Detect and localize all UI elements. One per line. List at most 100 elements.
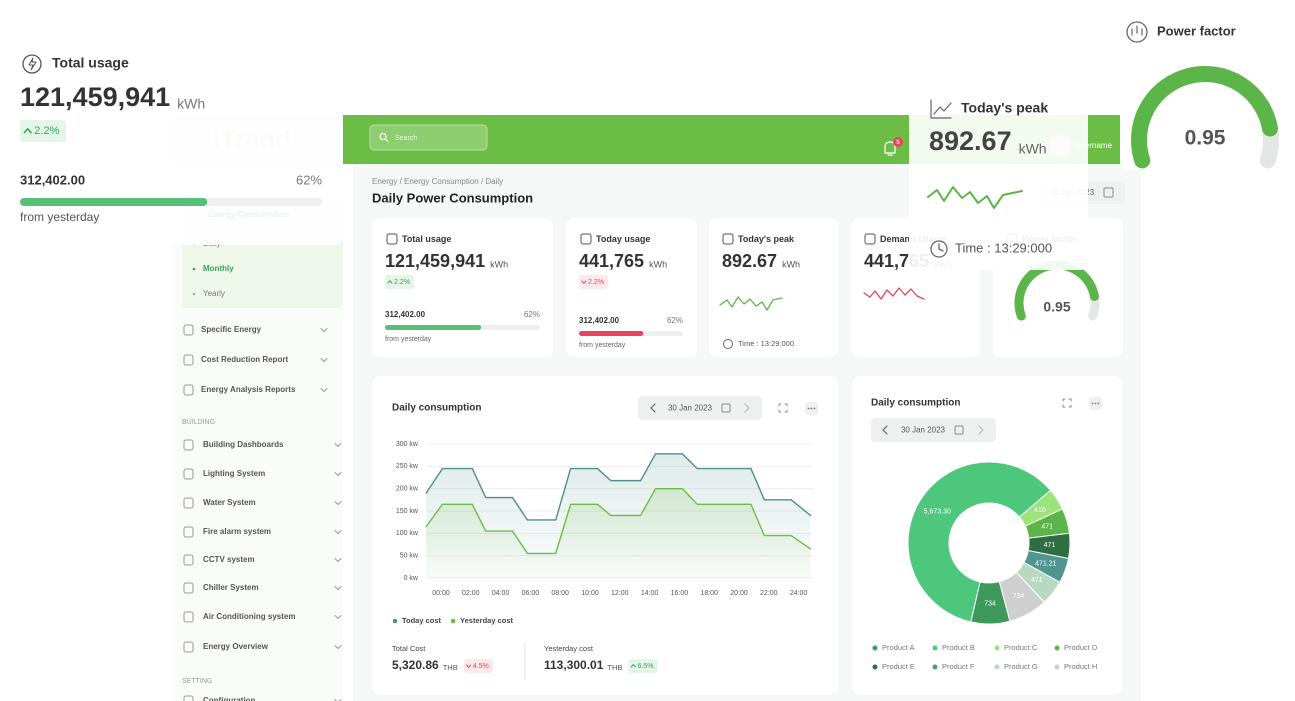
progress-label: 62%: [524, 310, 540, 319]
y-tick-label: 100 kw: [396, 530, 419, 537]
clock-icon: [723, 339, 733, 349]
cost-value: 113,300.01: [544, 658, 604, 672]
menu-dot: [807, 407, 810, 410]
gauge-value: 0.95: [1043, 299, 1070, 315]
menu-dot: [810, 407, 813, 410]
x-tick-label: 06:00: [522, 590, 540, 597]
date-picker[interactable]: [638, 396, 762, 420]
card-title: Today usage: [596, 234, 650, 244]
date-text: 30 Jan 2023: [901, 426, 946, 435]
badge-bg: [385, 275, 415, 289]
x-tick-label: 18:00: [700, 590, 718, 597]
menu-dot: [1097, 402, 1100, 405]
overlay-value: 121,459,941: [20, 82, 170, 112]
legend-dot: [872, 645, 878, 651]
bullet: [192, 292, 196, 296]
overlay-unit: kWh: [177, 96, 205, 112]
overlay-card: [1120, 15, 1292, 170]
sidebar-item: Fire alarm system: [203, 527, 271, 536]
sidebar-item: Water System: [203, 498, 256, 507]
date-text: 30 Jan 2023: [668, 404, 713, 413]
sparkline: [927, 186, 1023, 209]
gauge-fill: [1131, 66, 1278, 169]
sidebar-icon: [183, 439, 194, 451]
slice-label: 471.21: [1035, 561, 1057, 568]
overlay-icon: [22, 54, 42, 74]
legend-label: Today cost: [402, 616, 442, 625]
badge-bg: [20, 120, 66, 142]
sparkline: [863, 287, 925, 300]
slice-label: 471: [1041, 523, 1053, 530]
sparkline: [719, 296, 783, 311]
slice-label: 471: [1031, 577, 1043, 584]
stat-card: [566, 218, 697, 357]
chevron-right: [744, 403, 750, 413]
sidebar-subitem: Yearly: [203, 289, 225, 298]
badge-arrow: [630, 664, 636, 668]
compare-value: 312,402.00: [579, 316, 620, 325]
sidebar-item: Lighting System: [203, 469, 265, 478]
cost-unit: THB: [607, 663, 622, 672]
chevron-left: [650, 403, 656, 413]
menu-dot: [813, 407, 816, 410]
search-icon: [384, 138, 389, 143]
chevron: [334, 443, 342, 447]
sidebar-icon: [183, 324, 194, 336]
card-value: 892.67: [722, 251, 777, 271]
sidebar-item: Building Dashboards: [203, 440, 284, 449]
search-icon: [379, 132, 387, 141]
badge-arrow: [387, 280, 393, 284]
peak-time: Time : 13:29:000: [738, 339, 794, 348]
badge-bg: [579, 275, 609, 289]
overlay-title: Today's peak: [961, 100, 1048, 116]
legend-label: Product H: [1064, 662, 1097, 671]
slice-label: 734: [984, 600, 996, 607]
badge-bg: [463, 659, 493, 673]
page-title: Daily Power Consumption: [372, 190, 533, 205]
slice-label: 734: [1012, 593, 1024, 600]
menu-dot: [1091, 402, 1094, 405]
legend-label: Product D: [1064, 643, 1098, 652]
change-badge: [385, 275, 415, 289]
search-box[interactable]: [369, 124, 488, 151]
expand-icon: [1062, 398, 1072, 408]
legend-label: Product G: [1004, 662, 1038, 671]
x-tick-label: 16:00: [671, 590, 689, 597]
compare-value: 312,402.00: [385, 310, 426, 319]
clock-hands: [938, 243, 944, 252]
compare-label: from yesterday: [579, 342, 626, 349]
progress-bar: [579, 331, 644, 336]
calendar-icon: [1103, 187, 1114, 198]
badge-bg: [628, 659, 658, 673]
sidebar-item: Cost Reduction Report: [201, 355, 288, 364]
chevron: [334, 558, 342, 562]
y-tick-label: 0 kw: [404, 575, 419, 582]
stat-card: [372, 218, 553, 357]
cost-unit: THB: [443, 663, 458, 672]
sidebar-icon: [183, 384, 194, 396]
chevron-left: [882, 425, 888, 435]
badge-text: 2.2%: [34, 125, 59, 137]
bell-icon: [884, 141, 896, 156]
chevron: [334, 615, 342, 619]
menu-dot: [1094, 402, 1097, 405]
sidebar-icon: [183, 526, 194, 538]
x-tick-label: 20:00: [730, 590, 748, 597]
sidebar-icon: [183, 582, 194, 594]
cost-label: Total Cost: [392, 644, 426, 653]
date-picker[interactable]: [871, 418, 996, 442]
overlay-title: Total usage: [52, 55, 129, 71]
x-tick-label: 12:00: [611, 590, 629, 597]
x-tick-label: 10:00: [581, 590, 599, 597]
breadcrumb: Energy / Energy Consumption / Daily: [372, 177, 503, 186]
change-badge: [628, 659, 658, 673]
legend-label: Product F: [942, 662, 975, 671]
legend-dot: [1054, 664, 1060, 670]
badge-arrow: [466, 664, 472, 668]
legend-dot: [932, 664, 938, 670]
chevron: [320, 388, 328, 392]
legend-label: Yesterday cost: [460, 616, 513, 625]
slice-label: 471: [1044, 542, 1056, 549]
card-icon: [386, 233, 398, 245]
